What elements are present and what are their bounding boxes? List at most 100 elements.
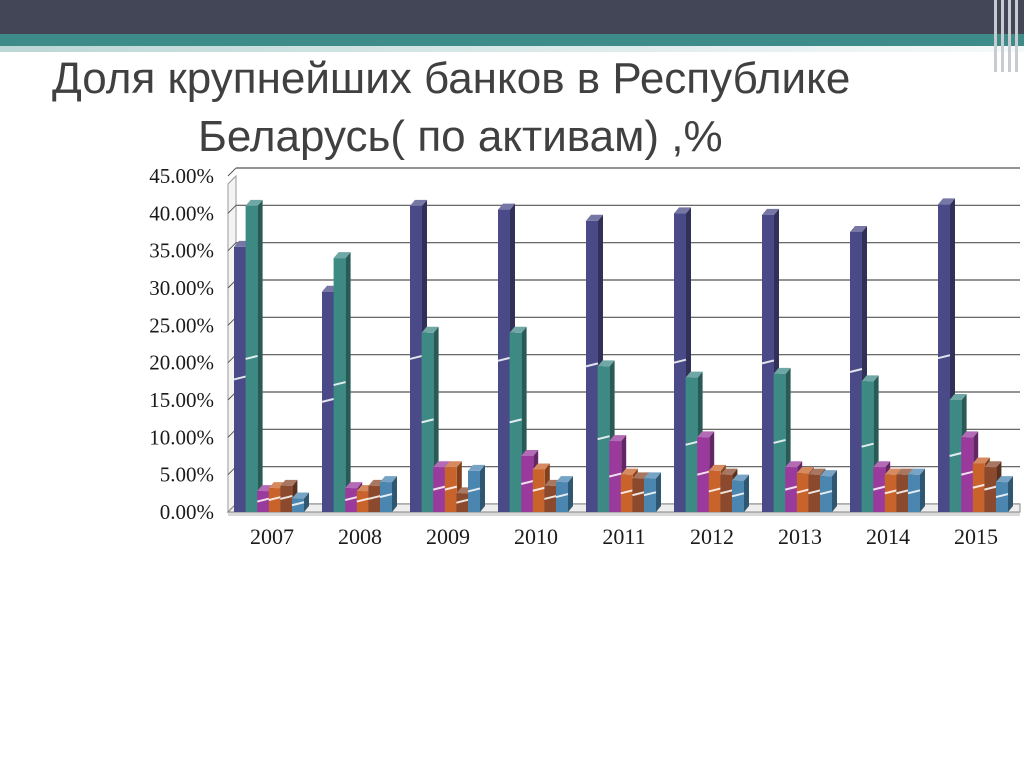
bar-highlight [333,381,346,387]
bar-highlight [673,358,687,364]
bar-top [796,467,814,474]
bar-highlight [849,368,863,373]
bar-highlight [643,491,657,497]
bar [556,482,568,512]
bar-top [380,476,397,483]
bar-top [433,461,451,468]
bar [280,485,293,512]
y-tick-label: 25.00% [149,313,214,337]
bar-top [996,476,1013,483]
bar [544,485,557,512]
bar [368,485,381,512]
gridline-depth [227,204,237,214]
bar-highlight [995,493,1009,499]
bar-top [333,252,351,259]
accent-band-fade [0,46,1024,52]
bar-highlight [379,493,393,499]
bar-top [498,203,515,210]
slide-title-line-2: Беларусь( по активам) ,% [198,112,723,161]
x-tick-label: 2012 [690,524,734,549]
bar-highlight [784,485,798,491]
bar [333,258,346,512]
bar-side [920,468,925,512]
y-tick-label: 5.00% [160,463,214,487]
bar-top [532,463,550,470]
bar-highlight [773,438,786,444]
bar-top [884,468,902,475]
bar-highlight [555,493,569,499]
bar-highlight [960,470,974,476]
bar [861,381,874,512]
bar-top [785,461,803,468]
bar [444,467,457,512]
slide-title-line-1: Доля крупнейших банков в Республике [52,54,851,103]
bar-top [632,472,650,479]
x-tick-label: 2011 [602,524,645,549]
bar [609,441,622,512]
decor-stripe [994,0,997,72]
bar [796,473,809,512]
bar-highlight [796,488,810,494]
bar-top [468,464,485,471]
bar-top [597,360,615,367]
bar-top [509,326,527,333]
x-tick-label: 2015 [954,524,998,549]
x-tick-label: 2008 [338,524,382,549]
bar-top [421,326,439,333]
bar-highlight [696,470,710,476]
decor-stripe [1008,0,1011,72]
y-tick-label: 35.00% [149,239,214,263]
bar-top [410,199,427,206]
bar [938,204,950,512]
bar-highlight [708,487,722,493]
bar-highlight [896,489,909,495]
bar-top [850,226,867,232]
bar [245,205,258,512]
bar-highlight [509,418,522,424]
x-tick-label: 2010 [514,524,558,549]
bar-highlight [432,485,446,491]
bar-top [521,450,539,456]
bar-highlight [532,486,546,492]
bar-side [392,476,397,512]
accent-band [0,34,1024,46]
bar-top [674,207,691,214]
bar-highlight [356,497,370,503]
bar-highlight [344,496,358,502]
bar-highlight [544,494,557,500]
y-tick-label: 40.00% [149,201,214,225]
bar [644,478,656,512]
bar-highlight [761,359,775,365]
bar [674,213,686,513]
bar [509,332,522,512]
bar-top [773,367,791,374]
bar-highlight [321,397,335,403]
bar-top [808,468,826,475]
bar [468,470,480,512]
bar [532,469,545,512]
bar [421,332,434,512]
bar [884,474,897,512]
bar-top [949,394,967,400]
bar-highlight [937,354,951,360]
bar-top [345,482,363,489]
bar [586,220,598,513]
bar-top [732,474,749,481]
bar-highlight [520,480,534,485]
bar-highlight [409,354,423,360]
bar [597,366,610,512]
bar-top [938,198,955,205]
bar [521,456,534,512]
bar-highlight [291,501,305,507]
x-tick-label: 2007 [250,524,294,549]
bar [873,467,886,512]
bar-top [620,468,638,475]
bar-top [685,371,703,378]
bar [762,214,774,512]
bar-highlight [731,492,745,498]
bar [996,482,1008,512]
bar-highlight [233,375,247,381]
bar-side [568,476,573,512]
bar-highlight [972,483,986,489]
